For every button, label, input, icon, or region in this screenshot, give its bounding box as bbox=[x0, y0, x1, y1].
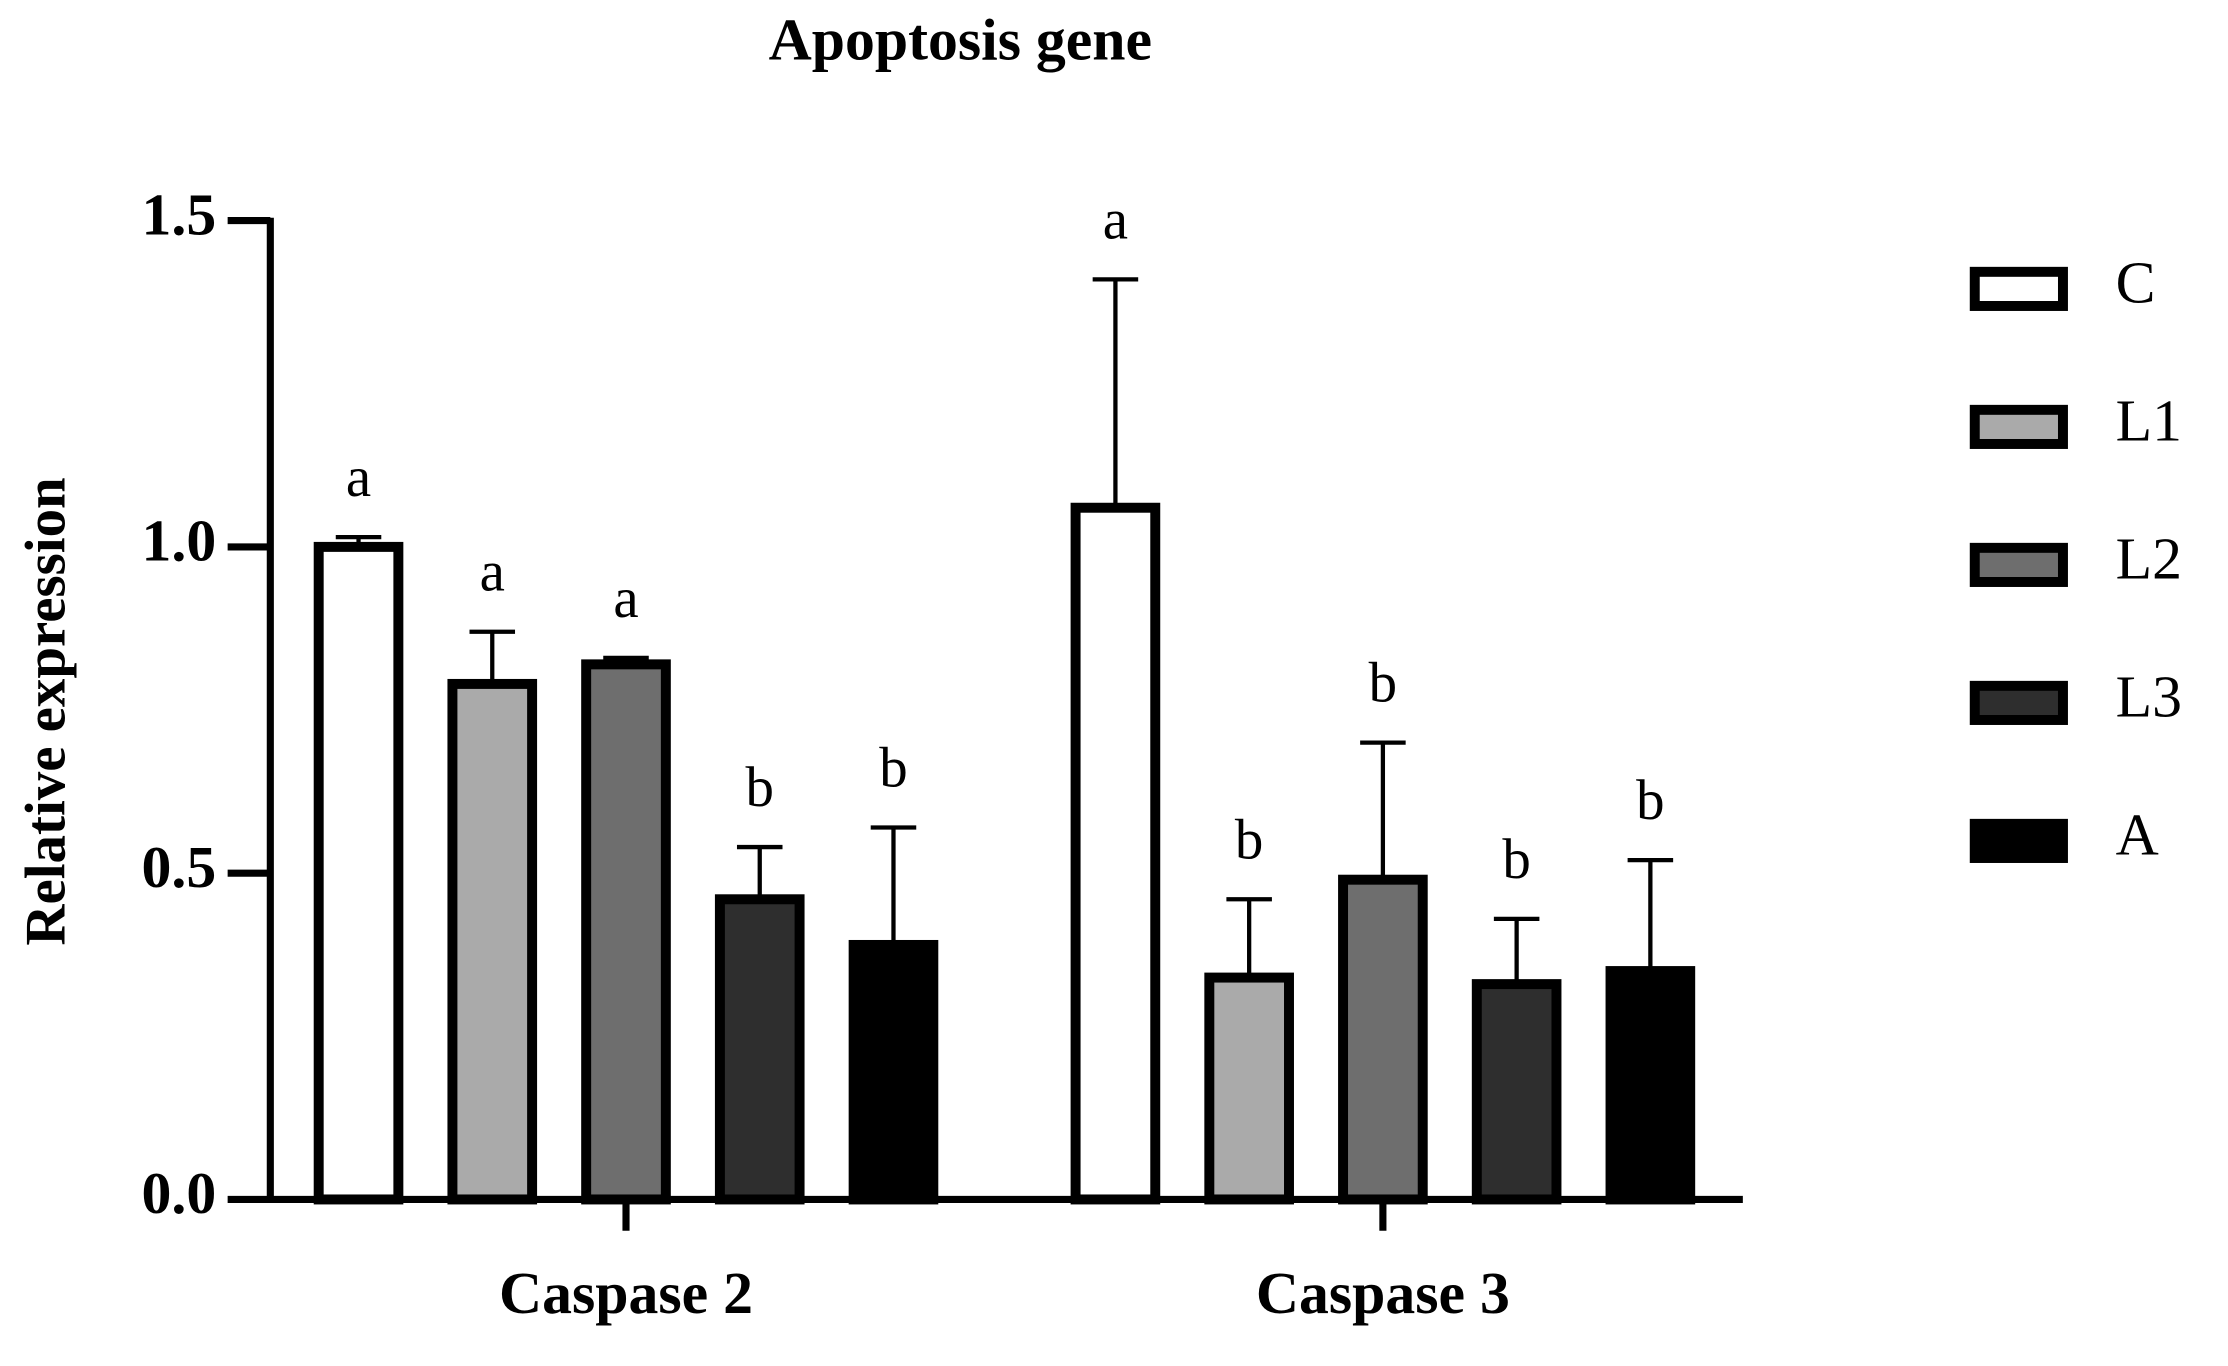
significance-letter: a bbox=[1103, 188, 1128, 251]
legend-label: L1 bbox=[2116, 388, 2182, 454]
significance-letter: b bbox=[1235, 808, 1263, 871]
bar bbox=[1204, 972, 1294, 1205]
y-tick-label: 0.0 bbox=[142, 1160, 217, 1226]
bar bbox=[313, 541, 404, 1205]
legend-swatch bbox=[1969, 266, 2068, 311]
legend-label: L3 bbox=[2116, 664, 2182, 730]
bar bbox=[1471, 979, 1562, 1205]
y-tick-label: 0.5 bbox=[142, 834, 217, 900]
significance-letter: a bbox=[346, 446, 371, 509]
x-tick-label: Caspase 3 bbox=[1256, 1260, 1510, 1326]
significance-letter: a bbox=[480, 541, 505, 604]
legend-label: C bbox=[2116, 250, 2156, 316]
legend-label: L2 bbox=[2116, 526, 2182, 592]
bar bbox=[447, 678, 538, 1205]
legend-swatch bbox=[1969, 404, 2068, 449]
significance-letter: a bbox=[613, 567, 638, 630]
bar bbox=[1070, 502, 1161, 1205]
y-tick-label: 1.0 bbox=[142, 508, 217, 574]
bar bbox=[714, 894, 805, 1205]
y-axis-label: Relative expression bbox=[14, 477, 77, 945]
bar bbox=[1605, 966, 1696, 1205]
legend-swatch bbox=[1969, 680, 2068, 725]
significance-letter: b bbox=[1369, 652, 1397, 715]
significance-letter: b bbox=[1636, 769, 1664, 832]
significance-letter: b bbox=[1502, 828, 1530, 891]
bar bbox=[848, 939, 939, 1205]
legend-swatch bbox=[1969, 542, 2068, 587]
x-tick-label: Caspase 2 bbox=[499, 1260, 753, 1326]
significance-letter: b bbox=[746, 756, 774, 819]
bar bbox=[581, 659, 671, 1205]
legend-label: A bbox=[2116, 802, 2159, 868]
significance-letter: b bbox=[879, 736, 907, 799]
y-tick-label: 1.5 bbox=[142, 181, 217, 247]
chart-title: Apoptosis gene bbox=[769, 6, 1152, 72]
bar bbox=[1338, 874, 1428, 1205]
legend-swatch bbox=[1969, 818, 2068, 863]
